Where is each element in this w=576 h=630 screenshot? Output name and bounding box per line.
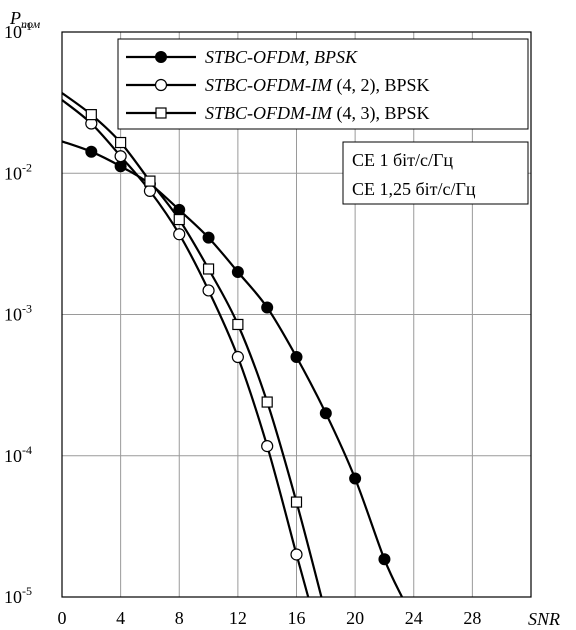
data-point-series-3 bbox=[85, 109, 97, 121]
x-tick-label: 28 bbox=[463, 608, 481, 628]
series-line-3 bbox=[61, 92, 323, 598]
y-axis-label: Pпом bbox=[9, 8, 41, 31]
data-point-series-1 bbox=[290, 351, 303, 364]
data-point-series-3 bbox=[290, 496, 303, 508]
data-point-series-3 bbox=[173, 213, 185, 226]
x-axis-label: SNR bbox=[528, 609, 560, 629]
data-point-series-1 bbox=[85, 145, 98, 158]
plot-frame bbox=[61, 31, 532, 598]
legend-marker-1 bbox=[155, 51, 167, 63]
data-point-series-1 bbox=[378, 553, 391, 566]
data-point-series-3 bbox=[261, 396, 273, 408]
data-point-series-2 bbox=[114, 150, 127, 163]
data-point-series-3 bbox=[232, 318, 244, 331]
data-point-series-2 bbox=[173, 228, 186, 241]
data-point-series-2 bbox=[261, 440, 274, 453]
legend-marker-3 bbox=[155, 107, 167, 119]
data-point-series-3 bbox=[144, 175, 156, 187]
data-point-series-1 bbox=[261, 301, 274, 314]
x-tick-labels: 0 4 8 12 16 20 24 28 bbox=[58, 608, 482, 628]
y-tick-labels: 10-1 10-2 10-3 10-4 10-5 bbox=[4, 19, 32, 607]
y-tick-label: 10-1 bbox=[4, 19, 32, 42]
legend-marker-2 bbox=[154, 78, 168, 92]
data-point-series-1 bbox=[349, 472, 362, 485]
data-point-series-2 bbox=[202, 284, 215, 297]
x-tick-label: 0 bbox=[58, 608, 67, 628]
data-point-series-2 bbox=[231, 350, 244, 364]
data-point-series-3 bbox=[115, 136, 127, 149]
x-tick-label: 8 bbox=[175, 608, 184, 628]
series-markers bbox=[85, 109, 391, 566]
y-tick-label: 10-5 bbox=[4, 584, 32, 607]
x-tick-label: 16 bbox=[288, 608, 306, 628]
data-point-series-1 bbox=[319, 407, 332, 420]
series-line-2 bbox=[61, 99, 310, 598]
data-point-series-2 bbox=[290, 548, 303, 561]
spectral-efficiency-box: СЕ 1 біт/с/Гц СЕ 1,25 біт/с/Гц bbox=[342, 141, 529, 205]
data-point-series-3 bbox=[202, 263, 215, 275]
x-tick-label: 24 bbox=[405, 608, 423, 628]
series-line-1 bbox=[61, 140, 403, 598]
data-point-series-1 bbox=[231, 265, 244, 278]
x-tick-label: 4 bbox=[116, 608, 125, 628]
y-tick-label: 10-4 bbox=[4, 443, 32, 466]
annotation-se-2: СЕ 1,25 біт/с/Гц bbox=[352, 179, 476, 199]
legend-label-3: STBC-OFDM-IM (4, 3), BPSK bbox=[205, 103, 430, 124]
x-tick-label: 12 bbox=[229, 608, 247, 628]
y-tick-label: 10-3 bbox=[4, 302, 32, 325]
legend: STBC-OFDM, BPSK STBC-OFDM-IM (4, 2), BPSK… bbox=[117, 38, 529, 130]
x-tick-label: 20 bbox=[346, 608, 364, 628]
data-point-series-1 bbox=[173, 203, 186, 216]
legend-label-2: STBC-OFDM-IM (4, 2), BPSK bbox=[205, 75, 430, 96]
data-point-series-1 bbox=[202, 231, 215, 244]
annotation-se-1: СЕ 1 біт/с/Гц bbox=[352, 150, 453, 170]
annotation-box bbox=[342, 141, 529, 205]
data-point-series-2 bbox=[143, 184, 157, 197]
y-tick-label: 10-2 bbox=[4, 160, 32, 183]
data-point-series-1 bbox=[114, 160, 127, 173]
legend-label-1: STBC-OFDM, BPSK bbox=[205, 47, 358, 67]
